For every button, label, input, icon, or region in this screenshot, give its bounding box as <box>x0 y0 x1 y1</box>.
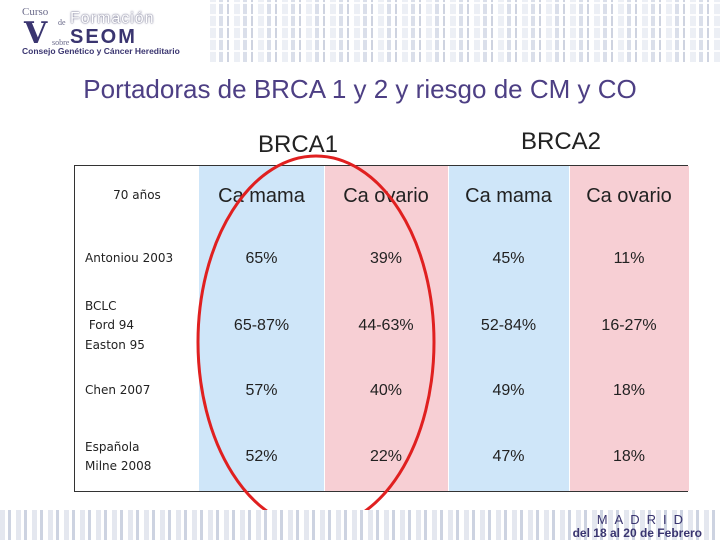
risk-value-cell: 47% <box>492 448 525 465</box>
footer-banner: MADRID del 18 al 20 de Febrero <box>0 510 720 540</box>
column-header: Ca mama <box>218 184 305 207</box>
header-banner: Curso V de Formación SEOM sobre Consejo … <box>0 0 720 62</box>
logo-subtitle: Consejo Genético y Cáncer Hereditario <box>22 46 180 56</box>
slide-title: Portadoras de BRCA 1 y 2 y riesgo de CM … <box>83 74 637 104</box>
logo-v-glyph: V <box>24 16 48 51</box>
risk-value-cell: 49% <box>492 382 525 399</box>
footer-stripes <box>0 510 720 540</box>
footer-dates: del 18 al 20 de Febrero <box>572 526 702 540</box>
logo-formacion: Formación <box>70 10 155 27</box>
column-header: Ca mama <box>465 184 552 207</box>
risk-value-cell: 11% <box>613 249 645 267</box>
row-label: Española Milne 2008 <box>75 421 199 493</box>
risk-table: 70 años Ca mama Ca ovario Ca mama Ca ova… <box>74 165 689 493</box>
group-header-brca1: BRCA1 <box>258 131 339 158</box>
column-study <box>75 166 199 491</box>
corner-label: 70 años <box>113 188 161 203</box>
row-label: BCLC Ford 94 Easton 95 <box>75 291 199 361</box>
row-label-line: Antoniou 2003 <box>85 250 174 265</box>
risk-value-cell: 65-87% <box>233 317 290 334</box>
footer-city: MADRID <box>596 512 690 527</box>
seom-logo: Curso V de Formación SEOM sobre Consejo … <box>6 4 216 60</box>
header-row-pattern <box>210 0 720 62</box>
row-label-line: Española <box>85 439 140 454</box>
logo-de: de <box>58 18 66 27</box>
risk-value-cell: 39% <box>369 249 403 267</box>
column-header: Ca ovario <box>586 184 672 207</box>
group-header-brca2: BRCA2 <box>521 128 602 155</box>
risk-value-cell: 52-84% <box>480 317 537 334</box>
row-label-line: BCLC <box>85 299 117 314</box>
column-divider <box>569 166 570 491</box>
risk-value-cell: 18% <box>612 382 646 399</box>
logo-curso: Curso <box>22 6 49 18</box>
risk-value-cell: 45% <box>492 249 525 267</box>
risk-value-cell: 40% <box>369 382 403 399</box>
risk-value-cell: 65% <box>245 249 278 267</box>
risk-value-cell: 16-27% <box>601 317 657 334</box>
risk-value-cell: 52% <box>245 448 278 465</box>
column-brca2-mama <box>448 166 569 491</box>
risk-value-cell: 18% <box>612 448 646 465</box>
row-label-line: Easton 95 <box>85 337 145 352</box>
column-header: Ca ovario <box>343 184 429 207</box>
risk-value-cell: 57% <box>245 382 278 399</box>
logo-sobre: sobre <box>52 38 70 47</box>
row-label-line: Chen 2007 <box>85 383 151 398</box>
logo-seom: SEOM <box>70 26 137 48</box>
risk-value-cell: 22% <box>369 448 403 465</box>
row-label: Chen 2007 <box>75 361 199 421</box>
row-label-line: Milne 2008 <box>85 459 152 473</box>
column-divider <box>448 166 449 491</box>
row-label-line: Ford 94 <box>85 318 135 333</box>
column-brca2-ovario <box>569 166 689 491</box>
risk-value-cell: 44-63% <box>358 317 414 334</box>
row-label: Antoniou 2003 <box>75 226 199 291</box>
